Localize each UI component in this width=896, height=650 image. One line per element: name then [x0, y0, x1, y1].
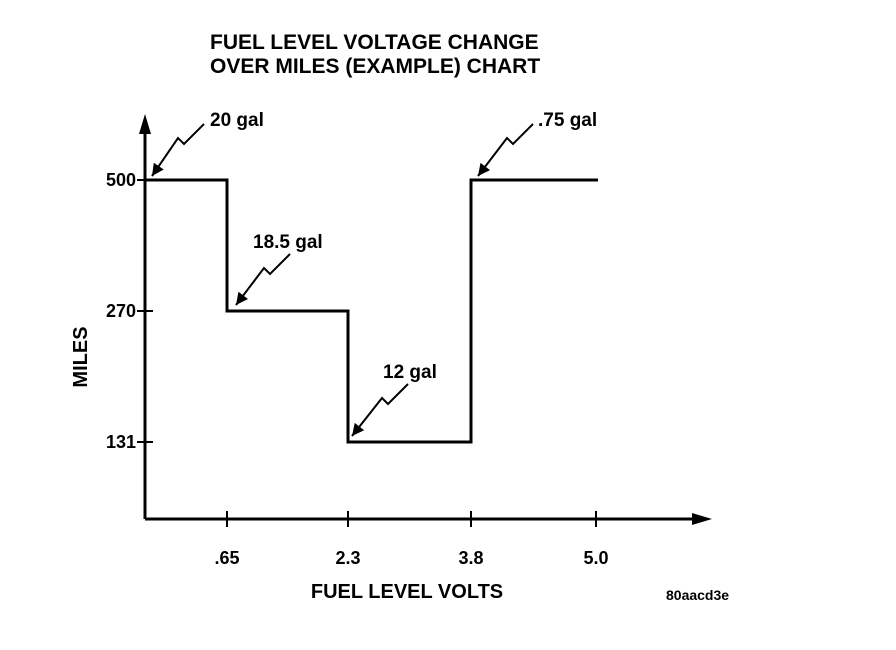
annotation-label: 20 gal	[210, 110, 264, 131]
y-axis-arrow-icon	[139, 114, 151, 134]
y-tick-label: 500	[106, 170, 136, 190]
y-axis-title: MILES	[70, 326, 92, 387]
annotation-arrow-icon	[151, 123, 205, 177]
annotation-label: .75 gal	[538, 110, 597, 131]
annotation-label: 18.5 gal	[253, 232, 323, 253]
annotation-arrowhead-icon	[152, 162, 164, 176]
x-tick-label: .65	[214, 548, 239, 568]
x-tick-label: 5.0	[583, 548, 608, 568]
annotation-arrowhead-icon	[236, 291, 249, 305]
fuel-level-step-line	[145, 178, 598, 444]
annotation-label: 12 gal	[383, 362, 437, 383]
chart-title-line-2: OVER MILES (EXAMPLE) CHART	[210, 55, 540, 78]
chart-title-line-1: FUEL LEVEL VOLTAGE CHANGE	[210, 31, 539, 54]
x-tick-label: 2.3	[335, 548, 360, 568]
annotation-arrow-icon	[235, 253, 291, 306]
x-tick-label: 3.8	[458, 548, 483, 568]
x-axis-title: FUEL LEVEL VOLTS	[311, 581, 503, 603]
annotations: 20 gal 18.5 gal 12 gal .75 gal	[151, 110, 597, 437]
series	[145, 178, 598, 444]
annotation-arrow-icon	[477, 123, 534, 177]
ticks: .65 2.3 3.8 5.0 500 270 131	[106, 170, 609, 568]
y-tick-label: 270	[106, 301, 136, 321]
annotation-arrowhead-icon	[352, 422, 365, 436]
y-tick-label: 131	[106, 432, 136, 452]
axes	[139, 114, 712, 525]
x-axis-arrow-icon	[692, 513, 712, 525]
figure-code: 80aacd3e	[666, 587, 729, 603]
annotation-arrow-icon	[351, 383, 409, 437]
annotation-arrowhead-icon	[478, 162, 491, 176]
